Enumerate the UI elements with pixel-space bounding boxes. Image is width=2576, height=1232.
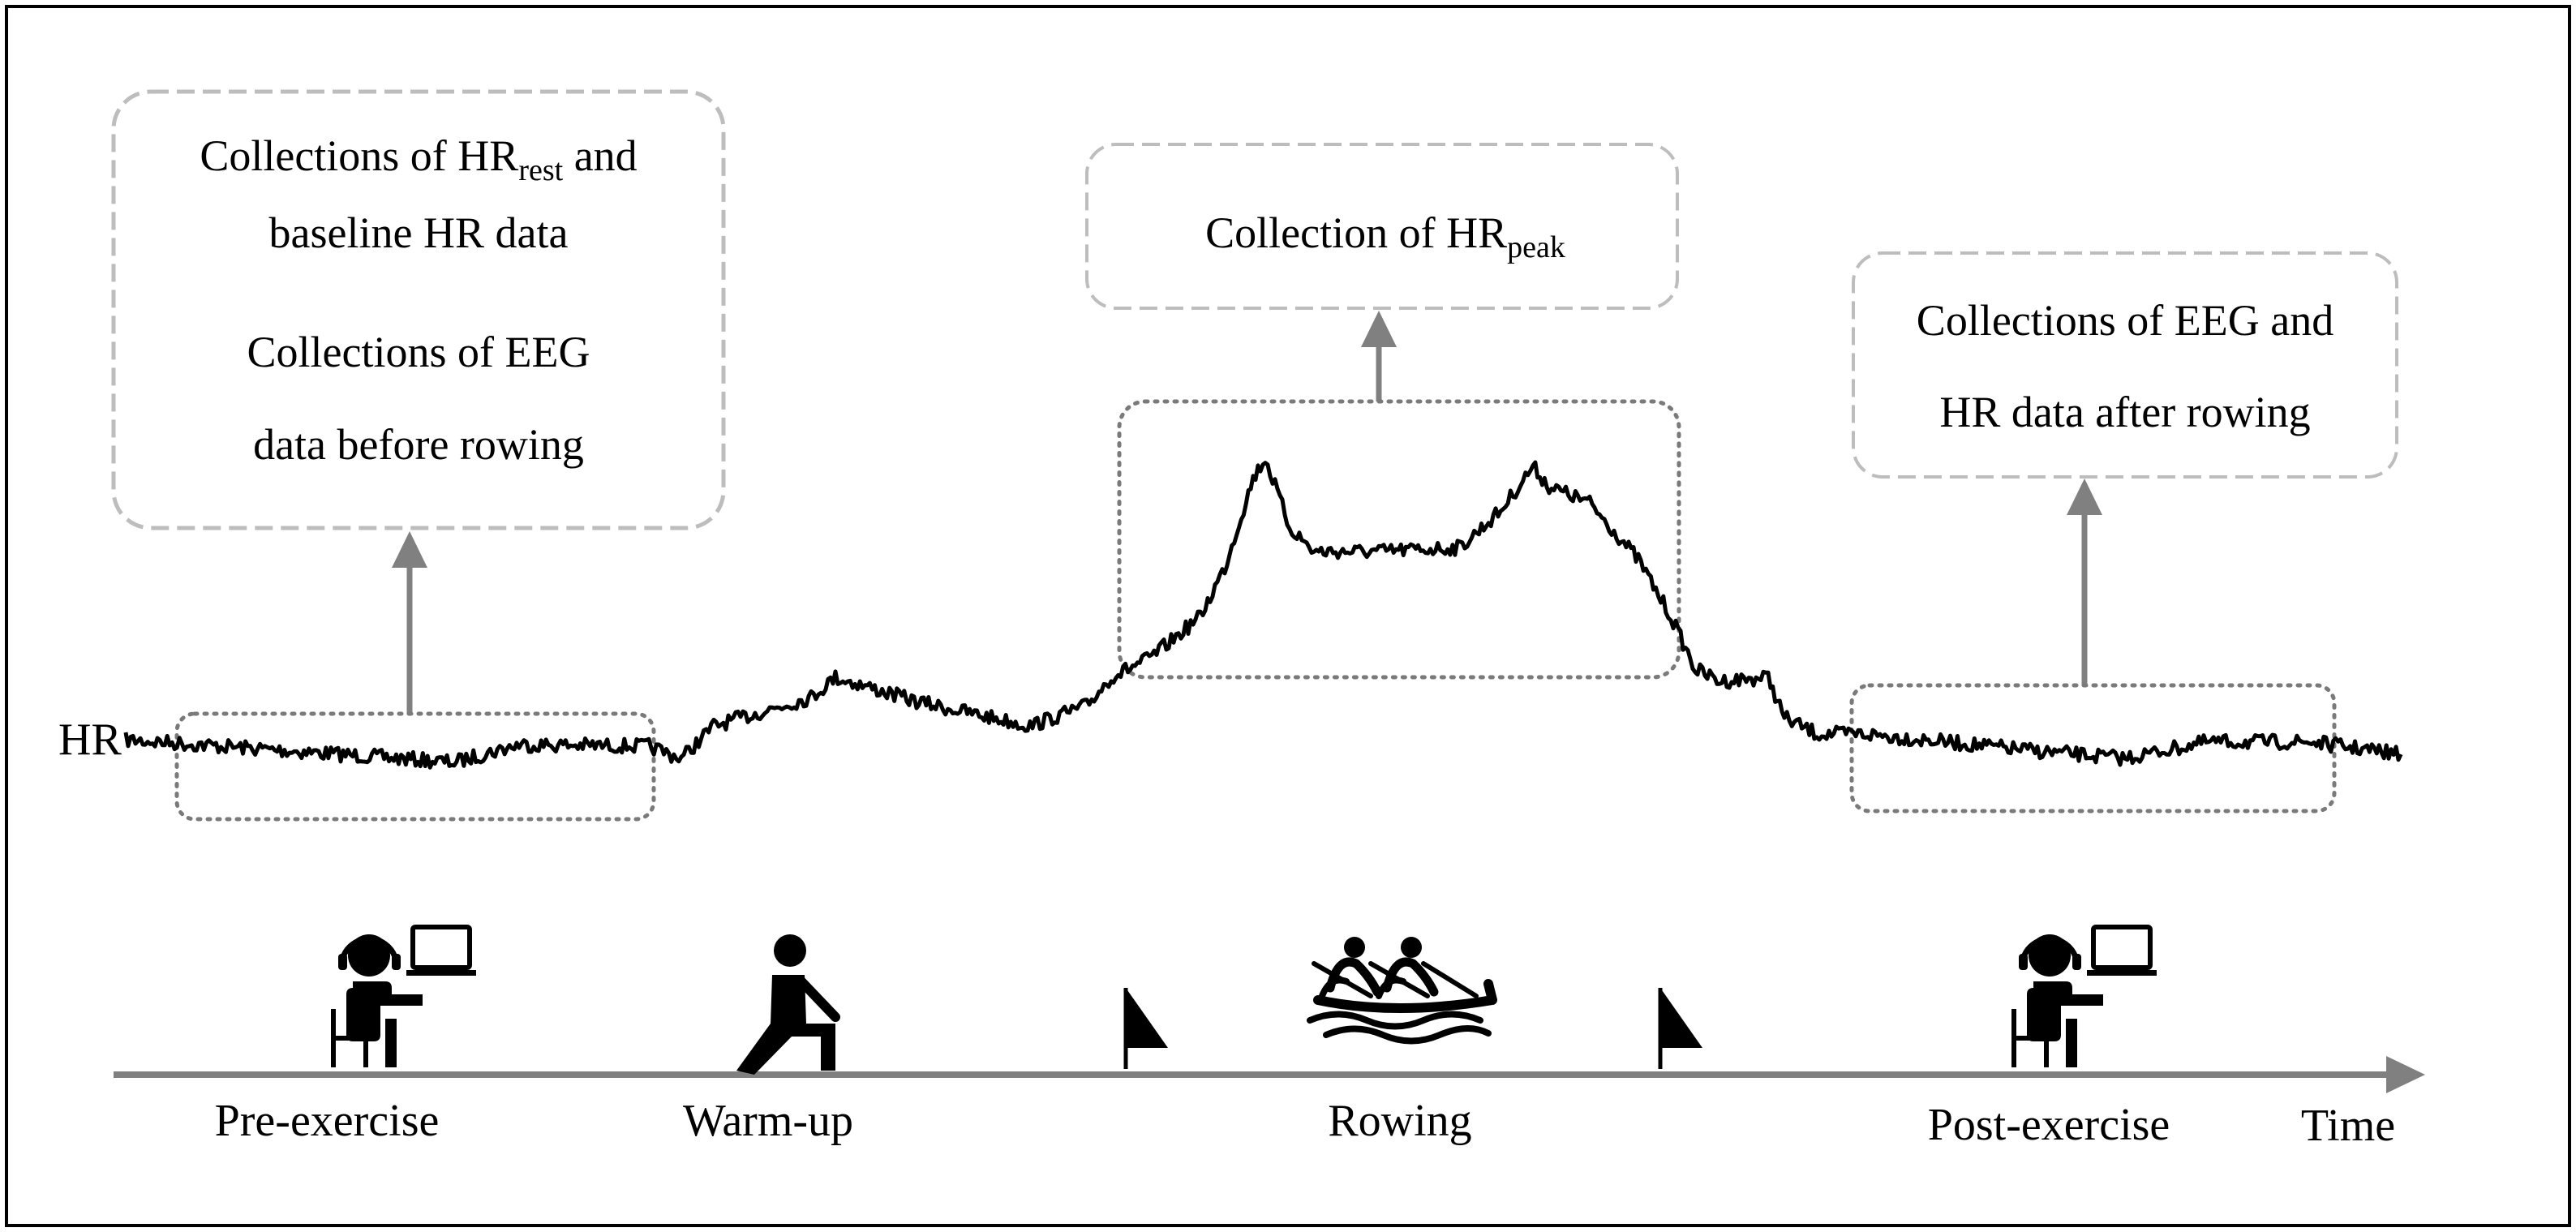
pre-segment-box (174, 711, 656, 822)
peak-segment-box (1117, 399, 1681, 680)
peak-callout-text: Collection of HRpeak (1205, 208, 1565, 264)
stretching-person-icon (736, 934, 840, 1075)
pre-callout-box (111, 89, 726, 530)
time-axis-label: Time (2301, 1101, 2395, 1151)
post-callout-line1: Collections of EEG and (1917, 296, 2333, 345)
seated-person-laptop-icon (331, 925, 476, 1067)
rowing-crew-icon (1307, 937, 1497, 1045)
phase-label-post-exercise: Post-exercise (1928, 1100, 2170, 1150)
seated-person-laptop-icon (2011, 925, 2157, 1067)
post-callout-line2: HR data after rowing (1939, 388, 2310, 436)
rowing-end-flag-icon (1658, 988, 1702, 1069)
pre-callout-line2: baseline HR data (269, 208, 569, 257)
pre-callout-line1: Collections of HRrest and (200, 131, 637, 187)
figure-frame (5, 5, 2571, 1227)
post-exercise-callout: Collections of EEG and HR data after row… (1852, 251, 2398, 479)
hr-trace-line (123, 460, 2403, 770)
phase-label-rowing: Rowing (1328, 1096, 1471, 1146)
pre-callout-line4: data before rowing (253, 420, 584, 469)
phase-label-pre-exercise: Pre-exercise (215, 1096, 440, 1146)
rowing-start-flag-icon (1123, 988, 1168, 1069)
peak-segment-arrow (1361, 311, 1397, 401)
post-segment-box (1849, 683, 2337, 813)
peak-callout-box (1085, 143, 1679, 310)
pre-segment-arrow (392, 531, 427, 714)
post-segment-arrow (2067, 479, 2102, 685)
pre-exercise-callout: Collections of HRrest and baseline HR da… (111, 89, 726, 530)
time-axis (114, 1056, 2425, 1093)
phase-label-warm-up: Warm-up (683, 1096, 853, 1146)
post-callout-box (1852, 251, 2398, 479)
pre-callout-line3: Collections of EEG (247, 328, 590, 376)
peak-callout: Collection of HRpeak (1085, 143, 1679, 310)
hr-signal-label: HR (58, 715, 122, 765)
